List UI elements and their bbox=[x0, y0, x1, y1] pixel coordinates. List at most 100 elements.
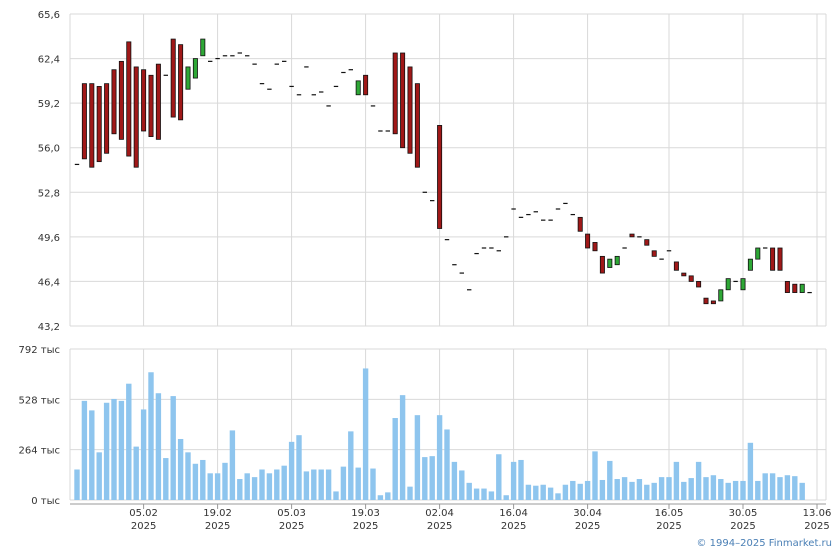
volume-bar bbox=[718, 479, 724, 500]
volume-bar bbox=[496, 454, 502, 500]
volume-bar bbox=[251, 477, 258, 500]
volume-bar bbox=[592, 451, 598, 500]
volume-bar bbox=[318, 469, 324, 500]
price-candle-down bbox=[414, 83, 420, 168]
date-tick-label: 02.04 bbox=[425, 508, 454, 519]
price-candle-down bbox=[577, 216, 583, 232]
price-candle-down bbox=[710, 300, 716, 305]
volume-bar bbox=[89, 410, 95, 500]
volume-bar bbox=[200, 459, 206, 500]
price-candle-down bbox=[592, 242, 598, 252]
volume-bar bbox=[769, 473, 776, 500]
volume-bar bbox=[170, 396, 176, 500]
date-tick-label: 13.06 bbox=[803, 508, 832, 519]
volume-bar bbox=[444, 429, 450, 500]
volume-bar bbox=[414, 415, 421, 500]
volume-bar bbox=[607, 460, 613, 500]
volume-bar bbox=[577, 483, 583, 500]
volume-bar bbox=[214, 473, 221, 500]
volume-bar bbox=[799, 482, 805, 500]
volume-bar bbox=[451, 461, 458, 500]
volume-bar bbox=[81, 400, 88, 500]
volume-bar bbox=[636, 479, 643, 500]
volume-bar bbox=[126, 383, 132, 500]
price-candle-down bbox=[141, 69, 147, 132]
price-tick-label: 56,0 bbox=[38, 144, 60, 155]
price-candle-down bbox=[148, 74, 154, 137]
date-tick-year: 2025 bbox=[656, 521, 681, 532]
volume-tick-label: 0 тыс bbox=[31, 496, 60, 507]
volume-bar bbox=[518, 459, 524, 500]
price-candle-up bbox=[755, 247, 761, 260]
volume-bar bbox=[481, 488, 487, 500]
volume-bar bbox=[533, 485, 539, 500]
volume-bar bbox=[74, 469, 80, 500]
volume-bar bbox=[192, 463, 199, 500]
price-candle-down bbox=[96, 86, 102, 163]
price-candle-down bbox=[696, 281, 702, 288]
price-candles bbox=[74, 38, 812, 305]
price-candle-down bbox=[104, 83, 110, 154]
price-candle-down bbox=[111, 69, 117, 135]
price-candle-up bbox=[192, 58, 198, 79]
volume-bar bbox=[540, 484, 546, 500]
date-tick-year: 2025 bbox=[575, 521, 600, 532]
price-tick-label: 59,2 bbox=[38, 99, 60, 110]
volume-bar bbox=[392, 418, 398, 500]
volume-bar bbox=[555, 493, 561, 500]
volume-bar bbox=[473, 488, 480, 500]
volume-bar bbox=[703, 477, 709, 500]
volume-bar bbox=[547, 487, 554, 500]
price-candle-down bbox=[407, 66, 413, 154]
date-tick-year: 2025 bbox=[205, 521, 230, 532]
date-tick-year: 2025 bbox=[427, 521, 452, 532]
volume-bar bbox=[281, 465, 287, 500]
date-tick-year: 2025 bbox=[730, 521, 755, 532]
volume-bar bbox=[784, 475, 791, 500]
volume-axis-labels: 792 тыс 528 тыс 264 тыс 0 тыс bbox=[19, 345, 60, 507]
volume-bar bbox=[185, 452, 191, 500]
volume-bar bbox=[355, 467, 361, 500]
price-candle-up bbox=[718, 289, 724, 302]
volume-bar bbox=[584, 480, 591, 500]
date-tick-year: 2025 bbox=[279, 521, 304, 532]
price-candle-down bbox=[81, 83, 87, 160]
price-candle-down bbox=[170, 38, 176, 118]
date-tick-label: 16.05 bbox=[655, 508, 684, 519]
volume-bar bbox=[274, 469, 280, 500]
price-candle-down bbox=[89, 83, 95, 168]
price-candle-down bbox=[629, 233, 635, 238]
volume-bar bbox=[666, 477, 672, 500]
volume-bar bbox=[710, 475, 717, 500]
copyright-text: © 1994–2025 Finmarket.ru bbox=[696, 538, 832, 549]
volume-bar bbox=[311, 469, 317, 500]
price-candle-up bbox=[614, 255, 620, 266]
date-tick-year: 2025 bbox=[131, 521, 156, 532]
volume-bar bbox=[133, 446, 139, 500]
volume-bar bbox=[118, 400, 125, 500]
volume-bar bbox=[296, 435, 302, 500]
volume-bar bbox=[725, 482, 731, 500]
price-candle-down bbox=[118, 60, 124, 140]
volume-bar bbox=[259, 469, 265, 500]
price-candle-down bbox=[599, 255, 605, 274]
price-candle-down bbox=[155, 63, 161, 140]
volume-bar bbox=[370, 468, 376, 500]
volume-bar bbox=[644, 484, 650, 500]
price-candle-down bbox=[437, 125, 443, 229]
volume-bar bbox=[488, 491, 495, 500]
volume-bar bbox=[673, 461, 680, 500]
price-panel-grid bbox=[69, 13, 827, 327]
date-axis-labels: 05.02 2025 19.02 2025 05.03 2025 19.03 2025 02.0… bbox=[129, 508, 831, 532]
volume-bar bbox=[747, 442, 754, 500]
price-tick-label: 52,8 bbox=[38, 188, 60, 199]
price-candle-up bbox=[747, 258, 753, 271]
date-tick-label: 30.04 bbox=[573, 508, 602, 519]
volume-bar bbox=[695, 461, 702, 500]
price-candle-down bbox=[133, 66, 139, 168]
date-tick-label: 05.02 bbox=[129, 508, 158, 519]
volume-bar bbox=[755, 480, 761, 500]
volume-bar bbox=[436, 415, 443, 500]
price-candle-down bbox=[784, 281, 790, 293]
volume-bar bbox=[503, 495, 509, 500]
